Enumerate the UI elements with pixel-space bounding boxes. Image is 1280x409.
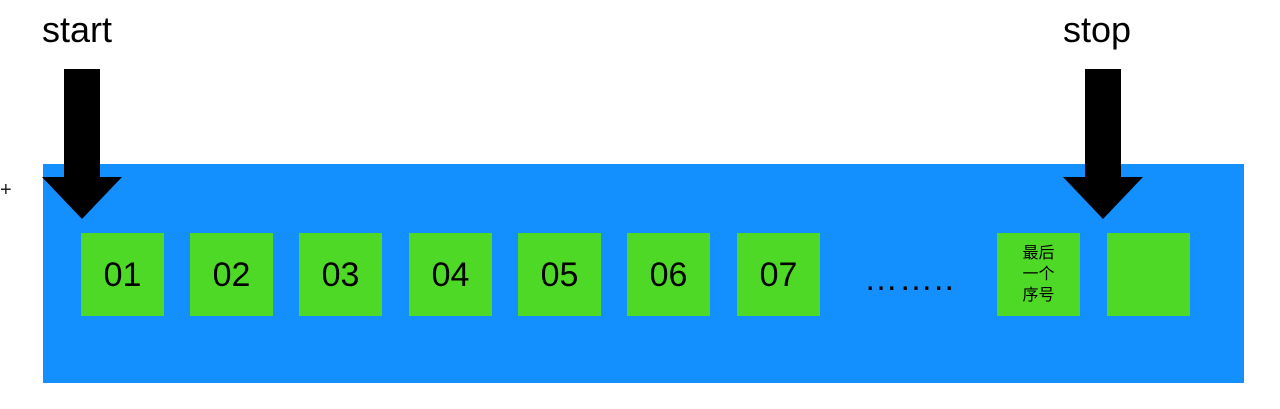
last-sequence-cell: 最后 一个 序号 [997, 233, 1080, 316]
sequence-cell-07: 07 [737, 233, 820, 316]
start-label: start [42, 9, 113, 50]
sequence-cell-05: 05 [518, 233, 601, 316]
stop-cell [1107, 233, 1190, 316]
stop-arrow [1063, 69, 1143, 219]
sequence-cell-03: 03 [299, 233, 382, 316]
start-arrow-shape [42, 69, 122, 219]
edge-marker: + [0, 179, 12, 201]
start-arrow [42, 69, 122, 219]
sequence-cell-02: 02 [190, 233, 273, 316]
sequence-cell-01: 01 [81, 233, 164, 316]
stop-arrow-shape [1063, 69, 1143, 219]
ellipsis: …….. [864, 260, 955, 298]
stop-label: stop [1063, 9, 1132, 50]
sequence-cell-06: 06 [627, 233, 710, 316]
sequence-cell-04: 04 [409, 233, 492, 316]
